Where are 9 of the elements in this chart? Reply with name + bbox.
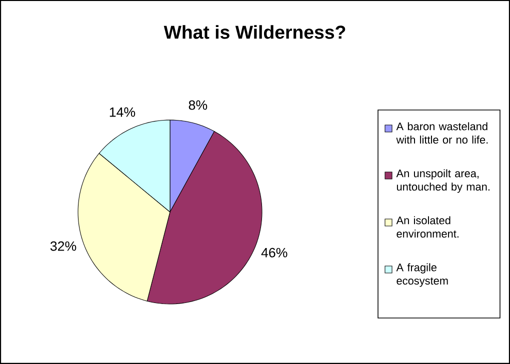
legend-label: A fragile ecosystem [396, 263, 448, 287]
legend-label: A baron wasteland with little or no life. [396, 122, 488, 144]
data-label: 32% [50, 241, 76, 251]
legend-label: An unspoilt area, untouched by man. [396, 169, 490, 193]
data-label: 14% [110, 107, 136, 117]
data-label: 46% [261, 248, 288, 258]
legend-label: An isolated environment. [396, 216, 458, 238]
data-label: 8% [188, 100, 208, 110]
chart-title: What is Wilderness? [164, 25, 346, 39]
